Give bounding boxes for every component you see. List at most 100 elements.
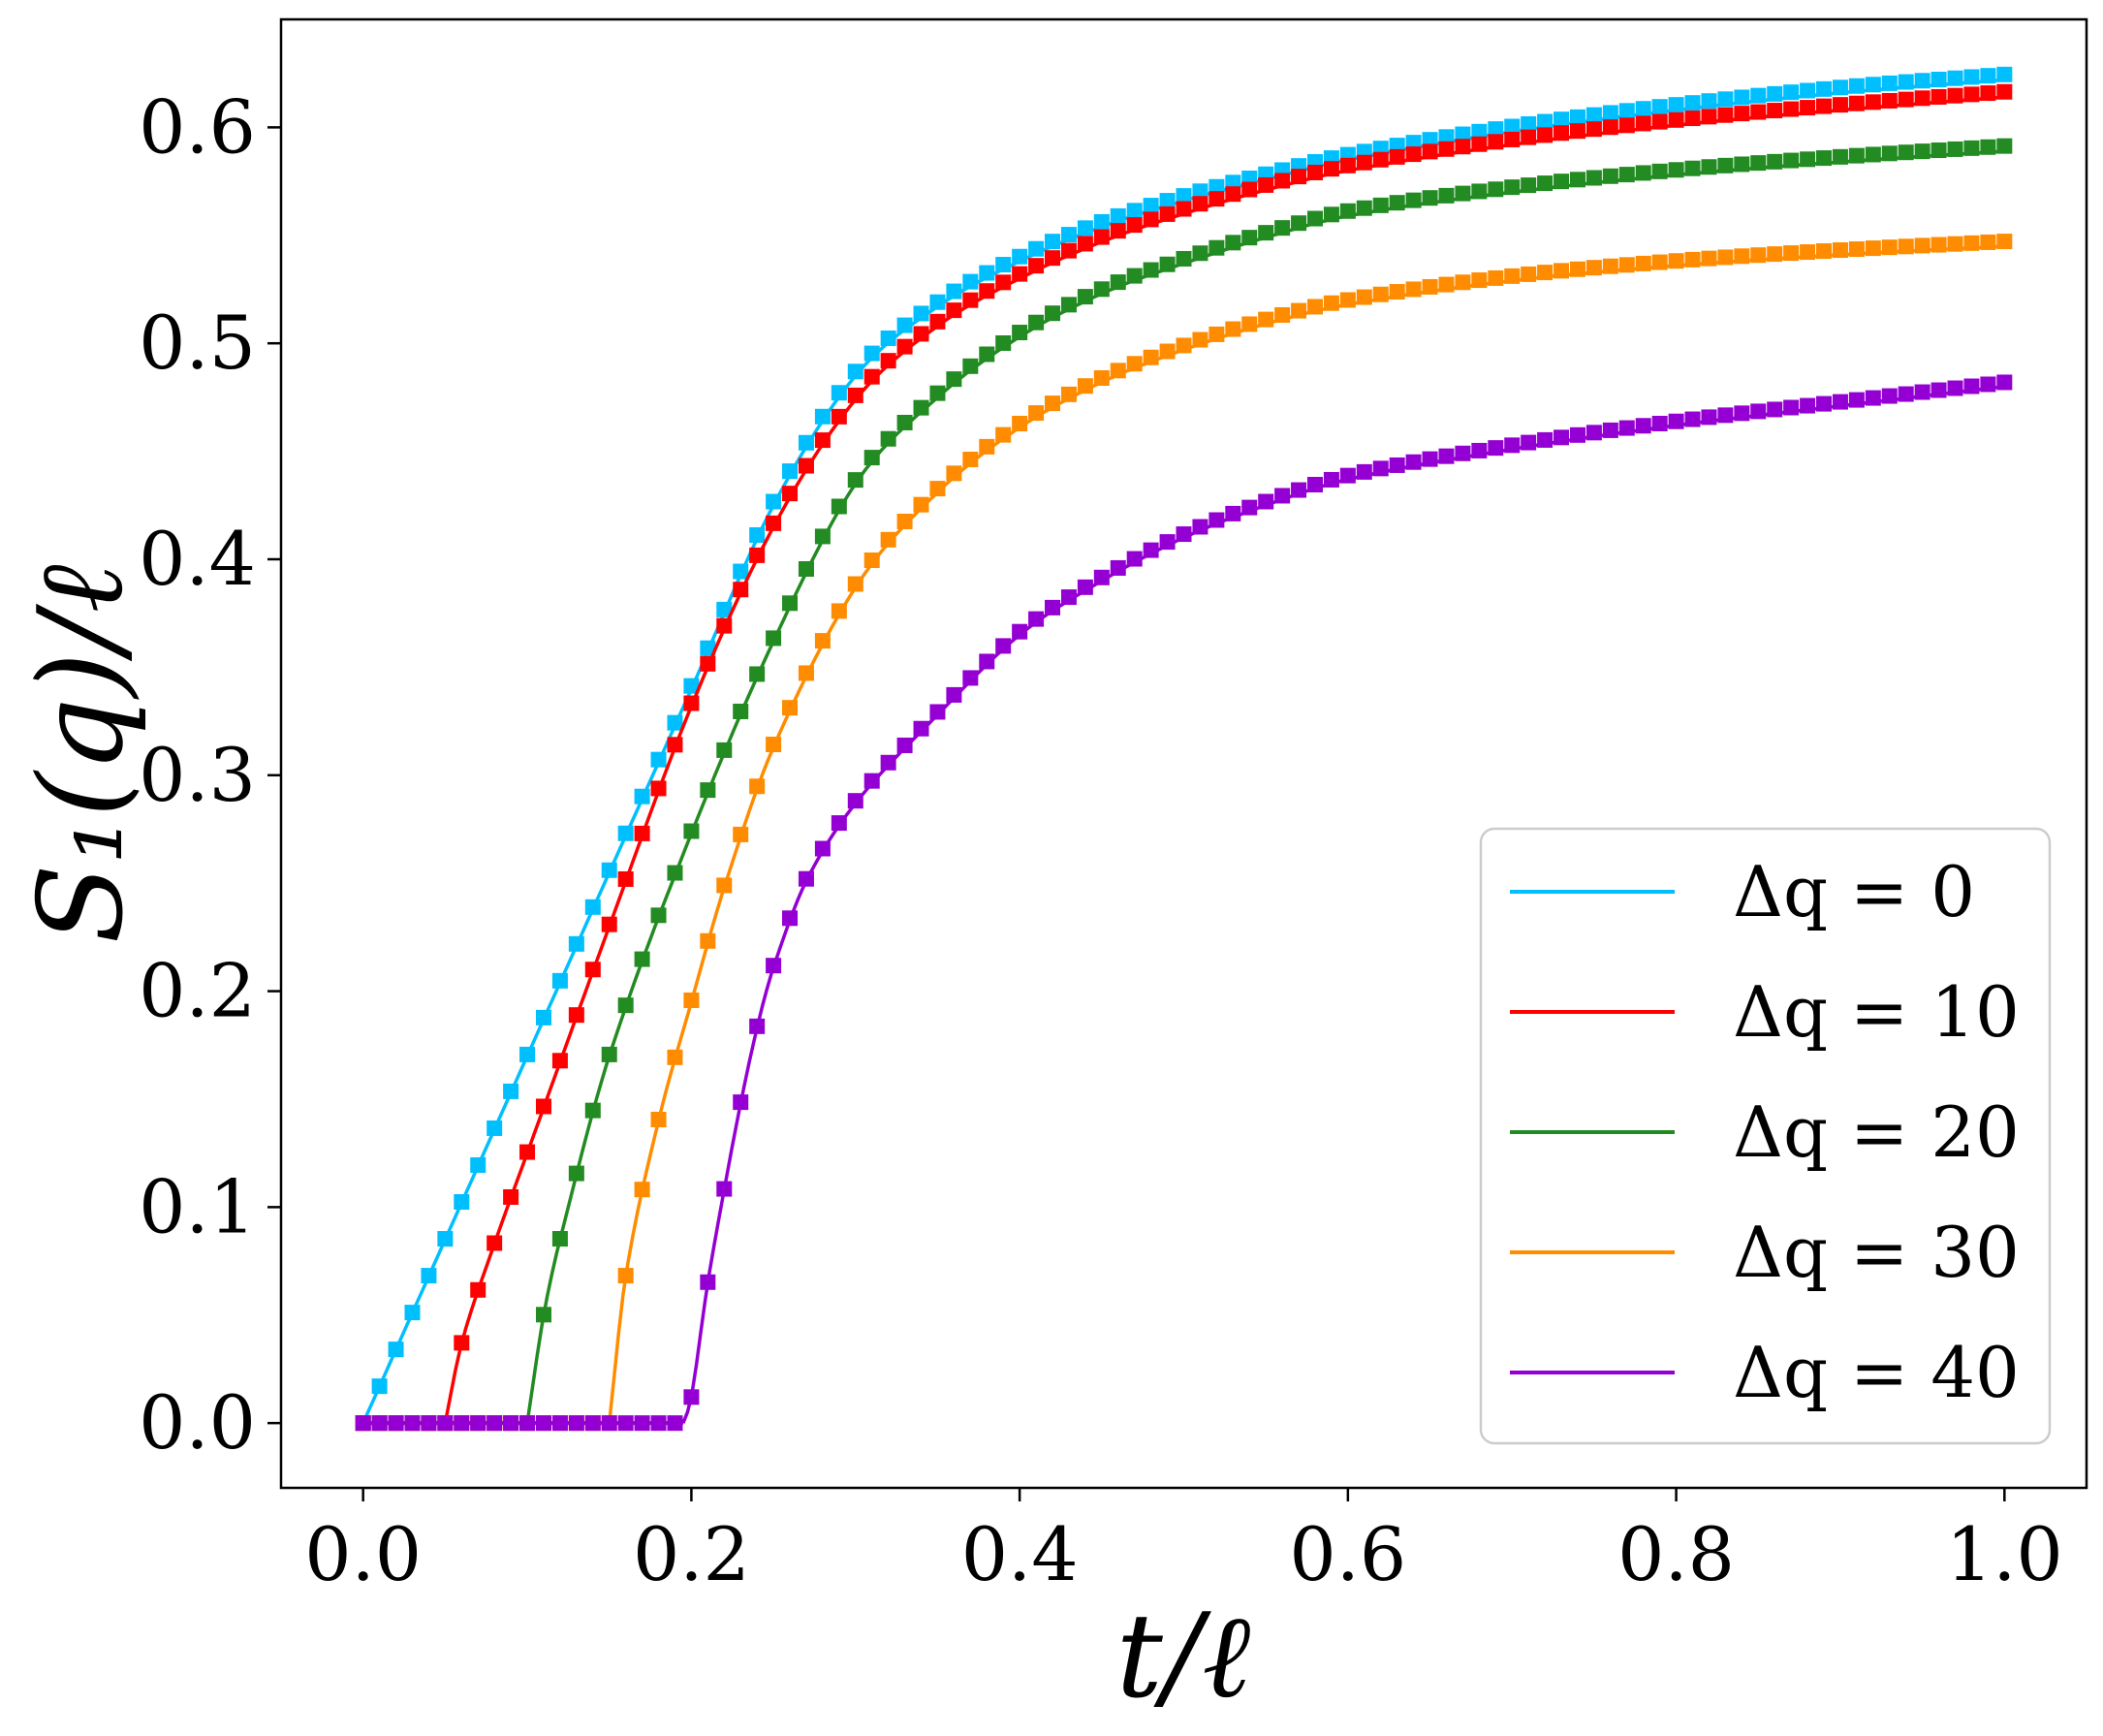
- data-point: [1635, 255, 1651, 271]
- data-point: [880, 353, 896, 369]
- data-point: [650, 1415, 667, 1432]
- data-point: [437, 1231, 454, 1247]
- data-point: [782, 595, 799, 612]
- data-point: [1554, 263, 1570, 279]
- data-point: [1980, 139, 1996, 155]
- data-point: [1045, 305, 1061, 322]
- data-point: [1110, 207, 1126, 224]
- data-point: [1980, 376, 1996, 393]
- data-point: [913, 496, 929, 513]
- data-point: [913, 720, 929, 737]
- data-point: [503, 1188, 519, 1205]
- data-point: [700, 932, 716, 949]
- data-point: [1684, 411, 1701, 427]
- data-point: [1717, 407, 1734, 424]
- data-point: [1996, 138, 2013, 154]
- data-point: [913, 305, 929, 322]
- data-point: [733, 582, 749, 598]
- data-point: [995, 638, 1012, 654]
- data-point: [1898, 74, 1914, 90]
- data-point: [650, 1112, 667, 1128]
- data-point: [1848, 392, 1865, 408]
- data-point: [1914, 237, 1930, 254]
- data-point: [1963, 86, 1980, 103]
- data-point: [1306, 476, 1323, 492]
- data-point: [1521, 177, 1537, 194]
- data-point: [1405, 146, 1422, 163]
- data-point: [1602, 105, 1618, 121]
- data-point: [584, 1102, 601, 1119]
- plot-frame: [279, 17, 2088, 1490]
- data-point: [667, 865, 683, 881]
- data-point: [929, 481, 946, 497]
- data-point: [880, 330, 896, 346]
- data-point: [1585, 425, 1602, 441]
- data-point: [1947, 380, 1963, 396]
- data-point: [1521, 266, 1537, 282]
- y-tick-label: 0.6: [139, 83, 256, 170]
- data-point: [1701, 409, 1717, 426]
- data-point: [1159, 256, 1176, 272]
- data-point: [1192, 331, 1208, 348]
- data-point: [1389, 148, 1405, 165]
- data-point: [1865, 94, 1881, 110]
- data-point: [454, 1335, 470, 1351]
- data-point: [1356, 154, 1372, 171]
- data-point: [929, 385, 946, 401]
- data-point: [1635, 418, 1651, 434]
- data-point: [503, 1083, 519, 1099]
- data-point: [519, 1046, 536, 1062]
- data-point: [1012, 266, 1028, 282]
- data-point: [1045, 250, 1061, 267]
- data-point: [1471, 136, 1488, 152]
- data-point: [995, 274, 1012, 291]
- data-point: [1241, 499, 1258, 516]
- data-point: [1488, 181, 1504, 198]
- data-point: [1750, 87, 1767, 104]
- data-point: [1339, 203, 1356, 219]
- data-point: [1930, 88, 1947, 105]
- data-point: [667, 714, 683, 731]
- data-point: [1192, 245, 1208, 262]
- data-point: [1143, 198, 1159, 214]
- data-point: [1963, 69, 1980, 85]
- data-point: [1077, 378, 1093, 395]
- data-point: [454, 1415, 470, 1432]
- data-point: [1339, 157, 1356, 174]
- data-point: [1602, 258, 1618, 274]
- data-point: [1602, 119, 1618, 136]
- data-point: [979, 265, 995, 281]
- data-point: [1060, 589, 1077, 606]
- data-point: [1701, 93, 1717, 110]
- data-point: [601, 862, 617, 878]
- data-point: [814, 408, 831, 425]
- data-point: [1060, 242, 1077, 259]
- data-point: [1455, 139, 1471, 155]
- data-point: [519, 1144, 536, 1160]
- data-point: [1208, 326, 1225, 342]
- data-point: [1093, 213, 1110, 230]
- data-point: [1093, 281, 1110, 298]
- legend-label: Δq = 0: [1733, 851, 1975, 932]
- data-point: [1767, 103, 1783, 119]
- data-point: [1291, 169, 1307, 185]
- data-point: [683, 823, 700, 839]
- data-point: [716, 601, 733, 617]
- data-point: [1651, 113, 1668, 130]
- data-point: [946, 371, 962, 388]
- data-point: [683, 1389, 700, 1405]
- data-point: [1767, 401, 1783, 418]
- data-point: [1800, 82, 1816, 99]
- data-point: [1881, 239, 1898, 256]
- x-tick-label: 0.8: [1617, 1511, 1735, 1597]
- data-point: [1914, 73, 1930, 89]
- data-point: [1668, 162, 1684, 178]
- data-point: [1930, 71, 1947, 87]
- data-point: [683, 992, 700, 1008]
- data-point: [617, 1415, 634, 1432]
- data-point: [863, 450, 880, 466]
- data-point: [1258, 176, 1274, 193]
- data-point: [831, 815, 847, 832]
- data-point: [1405, 454, 1422, 470]
- data-point: [1045, 395, 1061, 412]
